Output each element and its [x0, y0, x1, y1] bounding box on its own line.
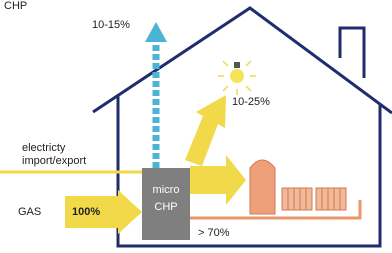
diagram: CHP 10-15% 10-25% electricty import/expo… — [0, 0, 392, 253]
light-arrow — [185, 95, 226, 166]
gas-input-label: 100% — [72, 206, 100, 218]
radiators — [282, 188, 346, 210]
electricity-label: electricty — [22, 142, 66, 154]
light-label: 10-25% — [232, 96, 270, 108]
sun — [218, 61, 256, 95]
tank — [250, 160, 275, 214]
gas-label: GAS — [18, 206, 41, 218]
unit-label: CHP — [154, 201, 177, 213]
unit-label: micro — [153, 184, 180, 196]
chimney — [340, 28, 364, 78]
heat-loss-label: 10-15% — [92, 19, 130, 31]
electricity-label: import/export — [22, 155, 86, 167]
heat-loss-arrowhead — [145, 22, 167, 42]
title: CHP — [4, 0, 27, 12]
heating-label: > 70% — [198, 227, 230, 239]
